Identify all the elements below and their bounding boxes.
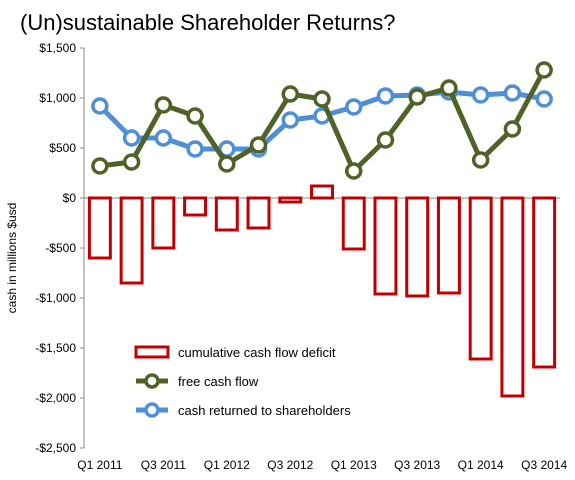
x-ticks: Q1 2011 Q3 2011 Q1 2012 Q3 2012 Q1 2013 Q3 20…	[77, 458, 567, 472]
bar-cumulative-deficit	[246, 196, 271, 230]
bar-cumulative-deficit	[119, 196, 144, 285]
point-cash-returned-to-shareholders	[186, 140, 204, 158]
point-cash-returned-to-shareholders	[91, 97, 109, 115]
bar-series	[87, 184, 557, 398]
bar-cumulative-deficit	[500, 196, 525, 398]
point-free-cash-flow	[440, 79, 458, 97]
x-tick-label: Q1 2013	[331, 458, 377, 472]
bar-cumulative-deficit	[183, 196, 208, 217]
point-free-cash-flow	[344, 162, 363, 180]
x-tick-label: Q3 2011	[141, 458, 186, 472]
bar-cumulative-deficit	[151, 196, 176, 250]
legend-label-free-cash-flow: free cash flow	[178, 374, 259, 389]
y-tick-label: $500	[49, 141, 76, 155]
y-tick-label: -$1,000	[35, 291, 76, 305]
legend-label-cash-returned-to-shareholders: cash returned to shareholders	[178, 403, 351, 418]
legend-marker-cash-returned-to-shareholders	[144, 402, 160, 418]
point-cash-returned-to-shareholders	[344, 98, 363, 116]
point-cash-returned-to-shareholders	[122, 129, 141, 147]
point-cash-returned-to-shareholders	[376, 87, 395, 105]
point-cash-returned-to-shareholders	[281, 111, 300, 129]
y-tick-label: -$1,500	[35, 341, 76, 355]
x-tick-label: Q3 2013	[394, 458, 440, 472]
point-free-cash-flow	[218, 155, 236, 173]
point-free-cash-flow	[313, 90, 331, 108]
bar-cumulative-deficit	[468, 196, 493, 361]
legend-swatch-cumulative-cash-flow-deficit	[134, 345, 170, 359]
legend: cumulative cash flow deficit free cash fl…	[134, 345, 351, 418]
y-tick-label: -$2,500	[35, 441, 76, 455]
bar-cumulative-deficit	[214, 196, 239, 232]
point-free-cash-flow	[408, 88, 426, 106]
y-tick-label: -$2,000	[35, 391, 76, 405]
legend-label-cumulative-cash-flow-deficit: cumulative cash flow deficit	[178, 345, 336, 360]
bar-cumulative-deficit	[87, 196, 112, 260]
x-tick-label: Q3 2012	[267, 458, 313, 472]
x-tick-label: Q1 2011	[77, 458, 122, 472]
point-free-cash-flow	[471, 151, 490, 169]
point-free-cash-flow	[122, 153, 141, 171]
point-free-cash-flow	[91, 157, 109, 175]
point-free-cash-flow	[249, 136, 268, 154]
y-tick-label: -$500	[45, 241, 76, 255]
x-tick-label: Q1 2014	[458, 458, 504, 472]
y-axis-label: cash in millions $usd	[5, 203, 19, 314]
point-cash-returned-to-shareholders	[154, 129, 173, 147]
bar-cumulative-deficit	[532, 196, 557, 369]
bar-cumulative-deficit	[278, 196, 303, 204]
y-tick-label: $0	[63, 191, 77, 205]
point-free-cash-flow	[186, 107, 204, 125]
y-tick-label: $1,500	[39, 41, 76, 55]
point-free-cash-flow	[376, 131, 395, 149]
point-free-cash-flow	[281, 85, 300, 103]
bar-cumulative-deficit	[341, 196, 366, 251]
point-free-cash-flow	[535, 61, 553, 79]
line-series	[91, 61, 553, 180]
bar-cumulative-deficit	[310, 184, 334, 200]
x-tick-label: Q1 2012	[204, 458, 250, 472]
x-tick-label: Q3 2014	[521, 458, 567, 472]
point-cash-returned-to-shareholders	[503, 84, 522, 102]
y-ticks: $1,500 $1,000 $500 $0 -$500 -$1,000 -$1,500 -$2…	[35, 41, 84, 455]
point-free-cash-flow	[503, 120, 522, 138]
bar-cumulative-deficit	[405, 196, 430, 298]
point-free-cash-flow	[154, 96, 173, 114]
point-cash-returned-to-shareholders	[471, 86, 490, 104]
chart-title: (Un)sustainable Shareholder Returns?	[20, 10, 395, 35]
bar-cumulative-deficit	[436, 196, 461, 295]
point-cash-returned-to-shareholders	[535, 90, 553, 108]
legend-marker-free-cash-flow	[144, 373, 160, 389]
y-tick-label: $1,000	[39, 91, 76, 105]
bar-cumulative-deficit	[373, 196, 398, 296]
